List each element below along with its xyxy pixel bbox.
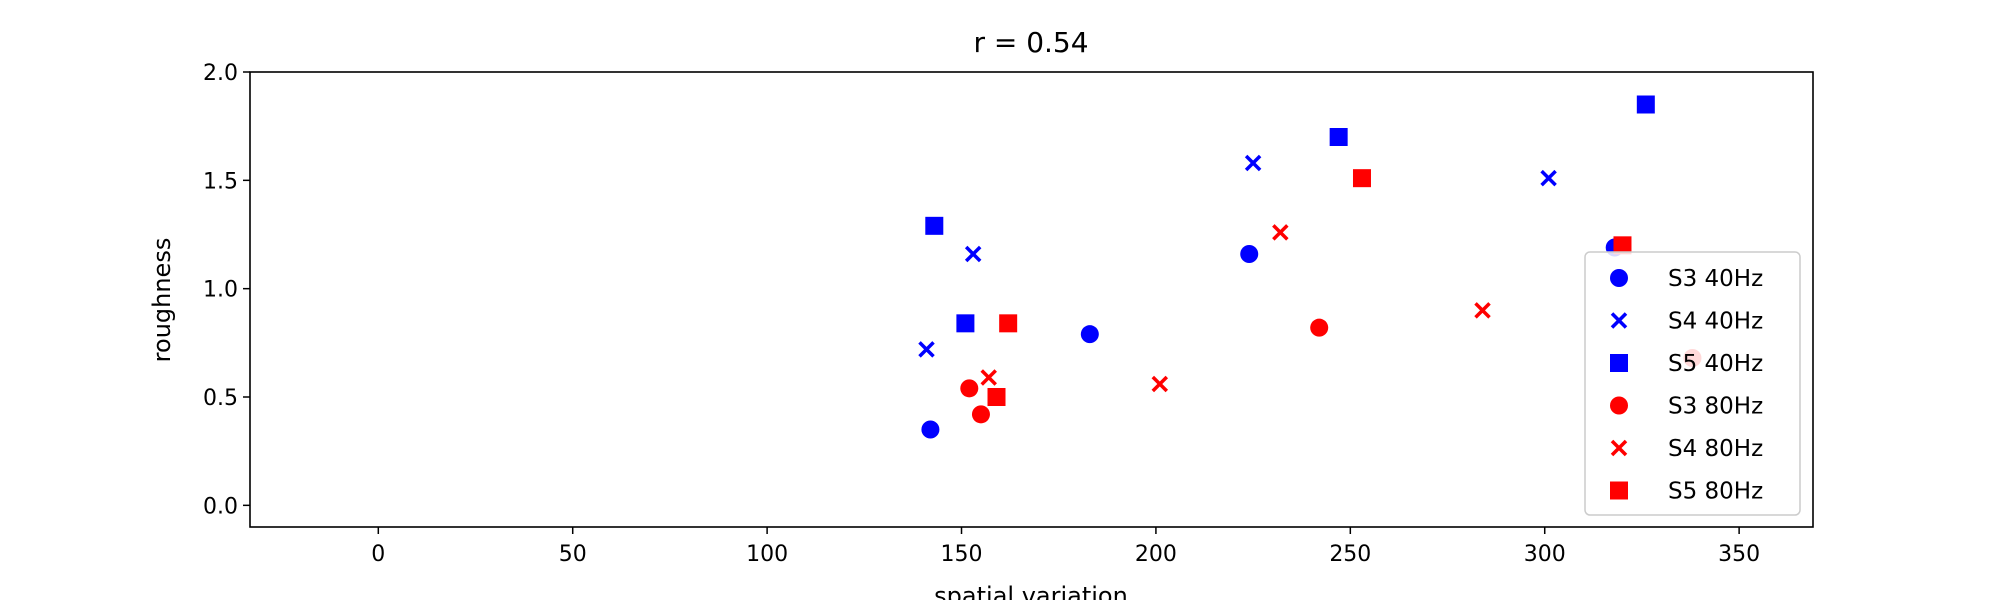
legend-label: S3 80Hz <box>1668 394 1763 420</box>
data-point <box>1636 95 1655 114</box>
x-tick-label: 0 <box>371 542 385 567</box>
x-tick-label: 100 <box>746 542 788 567</box>
data-point <box>987 388 1006 406</box>
data-point <box>1151 375 1169 393</box>
plot-frame <box>249 71 1814 528</box>
legend-marker <box>1610 439 1628 457</box>
data-point <box>1244 154 1262 172</box>
series-s4-40hz <box>918 154 1557 358</box>
legend-marker <box>1610 269 1628 287</box>
series-s5-40hz <box>925 95 1655 333</box>
data-point <box>956 314 975 333</box>
x-tick-label: 350 <box>1718 542 1760 567</box>
x-tick-label: 150 <box>941 542 983 567</box>
x-tick-label: 200 <box>1135 542 1177 567</box>
data-point <box>971 405 990 424</box>
legend-label: S4 80Hz <box>1668 436 1763 462</box>
legend-marker <box>1610 396 1628 415</box>
series-s5-80hz <box>987 169 1632 406</box>
y-tick-label: 2.0 <box>203 61 238 86</box>
data-point <box>964 245 982 263</box>
y-axis-label: roughness <box>148 238 176 363</box>
data-point <box>999 314 1018 333</box>
data-point <box>1240 245 1259 263</box>
y-tick-label: 1.5 <box>203 169 238 194</box>
data-point <box>1613 236 1632 255</box>
x-tick-label: 300 <box>1524 542 1566 567</box>
data-point <box>1474 302 1491 319</box>
y-tick-label: 1.0 <box>203 278 238 303</box>
legend: S3 40Hz S4 40Hz S5 40Hz S3 80Hz S4 80Hz S5 80… <box>1584 251 1801 516</box>
data-point <box>1310 318 1329 337</box>
y-tick-label: 0.0 <box>203 494 238 519</box>
series-s4-80hz <box>980 224 1491 393</box>
chart-title: r = 0.54 <box>973 26 1088 59</box>
data-point <box>1540 169 1557 187</box>
data-point <box>1329 128 1348 146</box>
legend-label: S3 40Hz <box>1668 266 1763 292</box>
data-point <box>1080 325 1099 344</box>
x-tick-label: 250 <box>1329 542 1371 567</box>
y-tick-label: 0.5 <box>203 386 238 411</box>
legend-label: S4 40Hz <box>1668 309 1763 335</box>
data-point <box>1272 224 1289 241</box>
data-point <box>960 379 979 398</box>
data-point <box>921 420 940 439</box>
x-axis-label: spatial variation <box>934 582 1128 600</box>
data-point <box>1352 169 1371 188</box>
legend-marker <box>1610 312 1628 329</box>
data-point <box>918 341 935 358</box>
data-point <box>925 216 944 235</box>
legend-label: S5 40Hz <box>1668 351 1763 377</box>
legend-marker <box>1610 481 1628 500</box>
legend-box <box>1584 251 1801 516</box>
data-point <box>980 369 997 386</box>
legend-marker <box>1610 354 1628 372</box>
x-tick-label: 50 <box>559 542 587 567</box>
legend-label: S5 80Hz <box>1668 479 1763 505</box>
series-s3-40hz <box>921 238 1624 439</box>
